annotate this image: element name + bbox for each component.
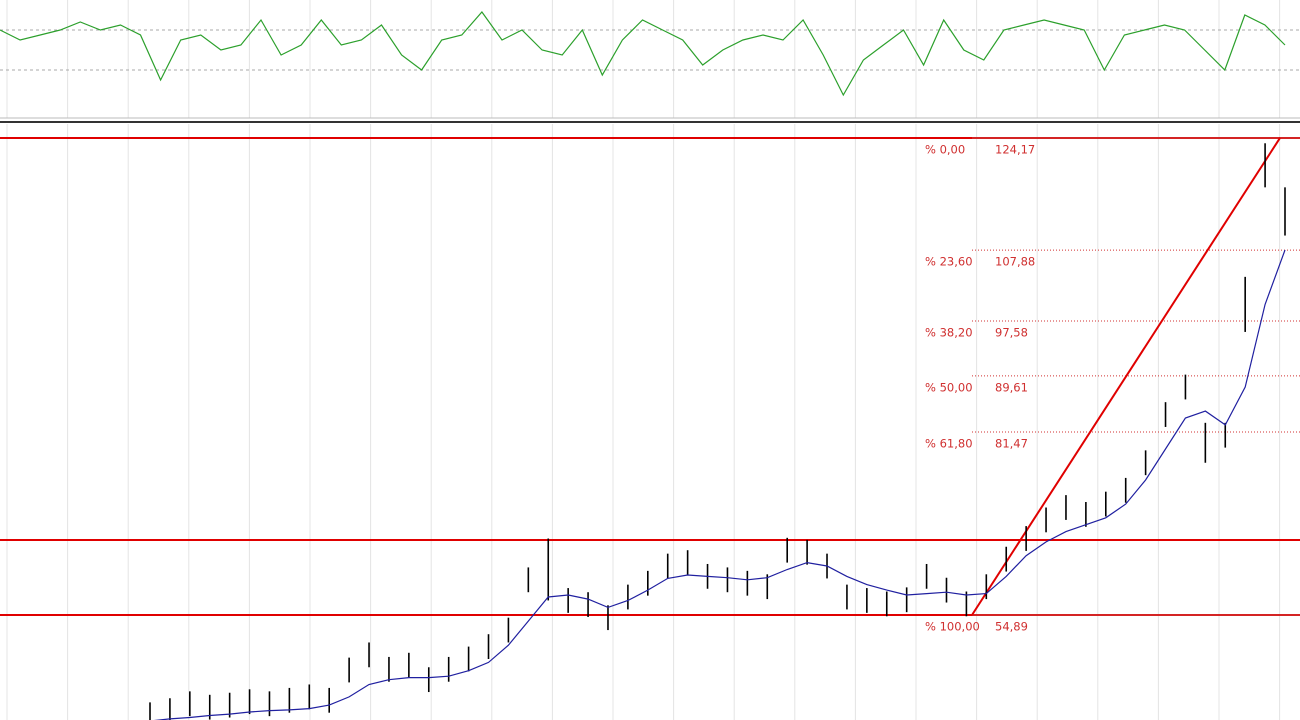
fib-percent: % 38,20	[925, 326, 973, 340]
fib-value: 124,17	[995, 142, 1035, 156]
fib-trend-line	[971, 137, 1281, 616]
fib-percent: % 0,00	[925, 142, 965, 156]
fib-percent: % 50,00	[925, 380, 973, 394]
fib-value: 97,58	[995, 326, 1028, 340]
fib-percent: % 23,60	[925, 255, 973, 269]
moving-average	[153, 249, 1286, 720]
fib-value: 89,61	[995, 380, 1028, 394]
oscillator-line	[0, 11, 1286, 97]
fib-value: 54,89	[995, 619, 1028, 633]
fib-percent: % 61,80	[925, 436, 973, 450]
fib-value: 107,88	[995, 255, 1035, 269]
fib-value: 81,47	[995, 436, 1028, 450]
fib-percent: % 100,00	[925, 619, 980, 633]
vertical-grid	[6, 0, 1281, 720]
